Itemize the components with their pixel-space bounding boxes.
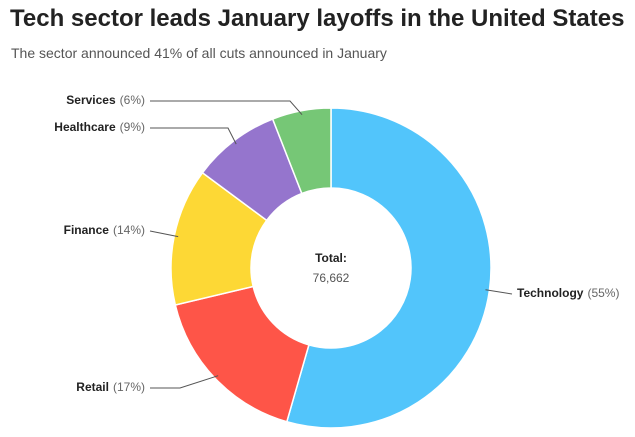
category-name: Services [66,93,116,107]
chart-subtitle: The sector announced 41% of all cuts ann… [11,45,387,61]
slice-label: Services (6%) [66,93,145,107]
leader-line [150,127,237,145]
value-label: (14%) [113,223,145,237]
leader-line [150,100,303,116]
value-label: (9%) [120,120,145,134]
slice-label: Retail (17%) [76,380,145,394]
leader-line [485,289,513,295]
category-name: Healthcare [54,120,116,134]
center-title: Total: [315,251,347,265]
value-label: (6%) [120,93,145,107]
category-name: Finance [64,223,110,237]
value-label: (55%) [587,286,619,300]
slice [271,107,332,195]
slice [174,285,310,423]
slice [285,107,492,429]
value-label: (17%) [113,380,145,394]
leader-line [149,230,179,238]
leader-line [150,375,219,389]
slice-label: Healthcare (9%) [54,120,145,134]
category-name: Retail [76,380,109,394]
center-total: 76,662 [313,271,350,285]
chart-title: Tech sector leads January layoffs in the… [10,5,624,32]
slice-label: Finance (14%) [64,223,145,237]
category-name: Technology [517,286,584,300]
slice-label: Technology (55%) [517,286,619,300]
